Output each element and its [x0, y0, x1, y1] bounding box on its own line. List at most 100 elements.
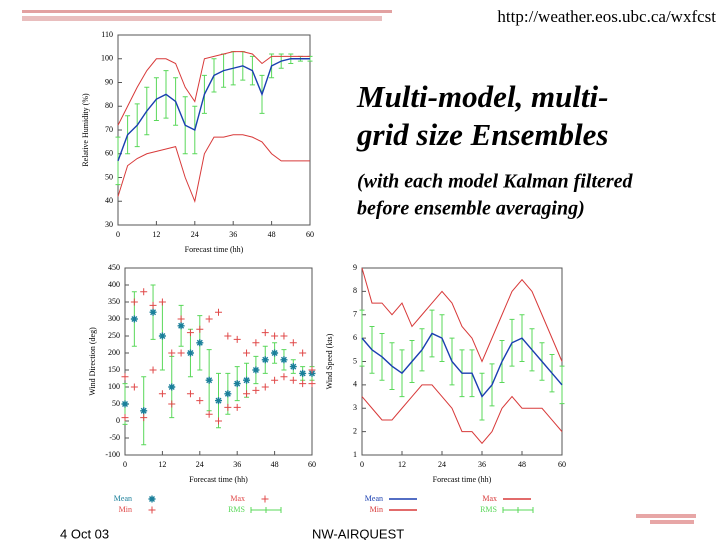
range-marker	[205, 410, 213, 418]
y-tick-label: 60	[105, 149, 113, 158]
y-tick-label: 30	[105, 220, 113, 229]
mean-marker	[205, 376, 213, 384]
y-tick-label: 5	[353, 356, 357, 365]
y-tick-label: 110	[101, 30, 113, 39]
range-marker	[186, 390, 194, 398]
chart: 30 40 50 60 70 80 90 100 110 0 12 24 36 48 60 Forecast …	[81, 30, 314, 254]
legend-label: RMS	[480, 505, 497, 514]
legend-label: Max	[230, 494, 245, 503]
range-marker	[299, 349, 307, 357]
chart: -100 -50 0 50 100 150 200 250 300 350 400 450 0 12 24 3…	[88, 263, 316, 514]
x-tick-label: 48	[268, 230, 276, 239]
mean-marker	[121, 400, 129, 408]
y-tick-label: 40	[105, 196, 113, 205]
y-tick-label: 9	[353, 263, 357, 272]
y-tick-label: 200	[108, 348, 120, 357]
series-line	[361, 267, 563, 363]
x-tick-label: 0	[360, 460, 364, 469]
y-tick-label: 400	[108, 280, 120, 289]
range-marker	[271, 376, 279, 384]
x-tick-label: 36	[229, 230, 237, 239]
range-marker	[224, 403, 232, 411]
legend-label: Min	[370, 505, 383, 514]
range-marker	[271, 332, 279, 340]
y-tick-label: -50	[109, 433, 120, 442]
range-marker	[243, 390, 251, 398]
range-marker	[261, 495, 269, 503]
x-tick-label: 0	[116, 230, 120, 239]
y-tick-label: -100	[105, 450, 120, 459]
range-marker	[140, 414, 148, 422]
mean-marker	[148, 495, 156, 503]
banner-stripe	[22, 16, 382, 21]
y-tick-label: 8	[353, 286, 357, 295]
range-marker	[130, 298, 138, 306]
corner-stripe	[636, 514, 696, 518]
range-marker	[308, 380, 316, 388]
range-marker	[215, 417, 222, 425]
y-tick-label: 80	[105, 101, 113, 110]
mean-marker	[196, 339, 204, 347]
x-tick-label: 60	[308, 460, 316, 469]
y-tick-label: 70	[105, 125, 113, 134]
x-tick-label: 36	[478, 460, 486, 469]
range-marker	[121, 414, 129, 422]
mean-marker	[140, 407, 148, 415]
y-tick-label: 450	[108, 263, 120, 272]
series-line	[361, 384, 563, 445]
range-marker	[130, 383, 138, 391]
mean-marker	[158, 332, 166, 340]
x-axis-label: Forecast time (hh)	[189, 475, 248, 484]
range-marker	[252, 386, 260, 394]
range-marker	[140, 288, 148, 296]
y-axis-label: Relative Humidity (%)	[81, 93, 90, 167]
series-line	[117, 134, 310, 203]
series-line	[117, 51, 310, 126]
range-marker	[196, 325, 204, 333]
mean-marker	[130, 315, 138, 323]
range-marker	[149, 366, 157, 374]
range-marker	[177, 315, 185, 323]
x-tick-label: 12	[398, 460, 406, 469]
range-marker	[168, 349, 176, 357]
legend-errorbar	[250, 507, 282, 513]
y-tick-label: 90	[105, 77, 113, 86]
mean-marker	[252, 366, 260, 374]
range-marker	[243, 349, 251, 357]
range-marker	[148, 506, 156, 514]
x-tick-label: 48	[518, 460, 526, 469]
mean-marker	[186, 349, 194, 357]
x-tick-label: 12	[152, 230, 160, 239]
range-marker	[252, 339, 260, 347]
mean-marker	[299, 369, 307, 377]
mean-marker	[261, 356, 269, 364]
x-tick-label: 24	[438, 460, 446, 469]
y-tick-label: 7	[353, 310, 357, 319]
x-tick-label: 24	[191, 230, 199, 239]
y-tick-label: 50	[105, 172, 113, 181]
mean-marker	[224, 390, 232, 398]
legend-label: Max	[482, 494, 497, 503]
series-line	[117, 58, 310, 162]
y-tick-label: 100	[101, 54, 113, 63]
range-marker	[299, 380, 307, 388]
mean-marker	[280, 356, 288, 364]
y-axis-label: Wind Direction (deg)	[88, 327, 97, 396]
range-marker	[233, 335, 241, 343]
legend-errorbar	[502, 507, 534, 513]
y-tick-label: 0	[116, 416, 120, 425]
mean-marker	[233, 380, 241, 388]
x-tick-label: 36	[233, 460, 241, 469]
legend-label: RMS	[228, 505, 245, 514]
range-marker	[121, 373, 129, 381]
range-marker	[233, 403, 241, 411]
range-marker	[158, 390, 166, 398]
corner-graphic	[636, 514, 696, 524]
x-tick-label: 60	[558, 460, 566, 469]
range-marker	[280, 373, 288, 381]
y-tick-label: 300	[108, 314, 120, 323]
x-tick-label: 24	[196, 460, 204, 469]
range-marker	[205, 315, 213, 323]
